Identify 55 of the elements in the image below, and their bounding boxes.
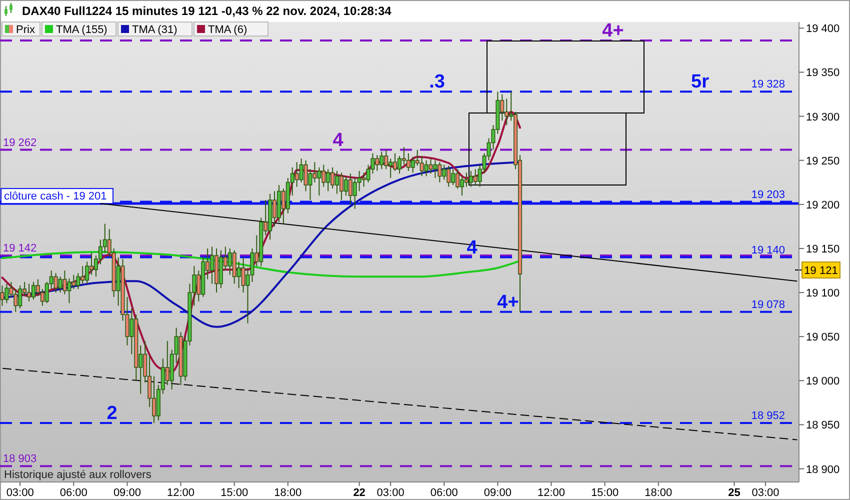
x-tick-label: 18:00 <box>274 487 302 499</box>
ref-line-label: 18 952 <box>751 410 785 422</box>
candlestick <box>428 158 433 174</box>
x-tick-label: 12:00 <box>167 487 195 499</box>
annotation: 2 <box>106 402 118 424</box>
ref-line-label: 19 203 <box>751 188 785 201</box>
legend-label: TMA (155) <box>56 24 108 36</box>
x-tick-label: 03:00 <box>6 487 34 499</box>
x-tick-label: 15:00 <box>220 487 248 499</box>
text: 19 121 <box>804 265 838 277</box>
candlestick <box>0 284 4 306</box>
annotation: 4+ <box>602 20 624 42</box>
y-tick-label: 18 950 <box>806 420 840 432</box>
ref-line-label: clôture cash - 19 201 <box>4 190 107 203</box>
y-tick-label: 19 350 <box>806 67 840 80</box>
y-tick-label: 19 150 <box>806 243 840 256</box>
annotation: 4+ <box>497 292 519 313</box>
y-tick-label: 19 100 <box>806 288 840 300</box>
legend-label: Prix <box>16 24 36 36</box>
y-tick-label: 19 400 <box>806 23 840 36</box>
x-tick-label: 22 <box>353 487 366 499</box>
ref-line-label: 19 140 <box>751 244 785 256</box>
annotation: .3 <box>429 72 445 93</box>
y-tick-label: 19 300 <box>806 111 840 124</box>
chart-title: DAX40 Full1224 15 minutes 19 121 -0,43 % 22 nov. 2024, 10:28:34 <box>22 4 392 18</box>
y-tick-label: 19 050 <box>806 332 840 344</box>
legend-label: TMA (6) <box>208 24 248 36</box>
annotation: Historique ajusté aux rollovers <box>4 469 152 481</box>
x-tick-label: 06:00 <box>430 487 458 499</box>
line-series <box>1 110 522 373</box>
x-tick-label: 06:00 <box>60 487 88 499</box>
y-tick-label: 19 250 <box>806 155 840 168</box>
annotation: 19 142 <box>3 242 37 255</box>
candlestick <box>62 270 67 295</box>
x-tick-label: 18:00 <box>644 487 672 499</box>
x-tick-label: 03:00 <box>752 487 780 499</box>
annotation: 5r <box>691 72 710 93</box>
annotation: 19 262 <box>3 136 37 149</box>
x-tick-label: 09:00 <box>484 487 512 499</box>
ref-line-label: 19 078 <box>751 298 785 311</box>
legend-label: TMA (31) <box>132 24 178 36</box>
y-tick-label: 18 900 <box>806 464 840 476</box>
x-tick-label: 03:00 <box>376 487 404 499</box>
y-tick-label: 19 000 <box>806 376 840 388</box>
candlestick <box>424 160 428 177</box>
x-tick-label: 12:00 <box>538 487 566 499</box>
y-tick-label: 19 200 <box>806 199 840 212</box>
x-tick-label: 25 <box>728 487 740 499</box>
candlestick <box>58 276 62 294</box>
annotation: 4 <box>332 130 344 151</box>
annotation: 18 903 <box>3 453 37 466</box>
candlestick <box>308 168 312 201</box>
ref-line-label: 19 328 <box>751 78 785 91</box>
x-tick-label: 09:00 <box>113 487 141 499</box>
x-tick-label: 15:00 <box>591 487 619 499</box>
